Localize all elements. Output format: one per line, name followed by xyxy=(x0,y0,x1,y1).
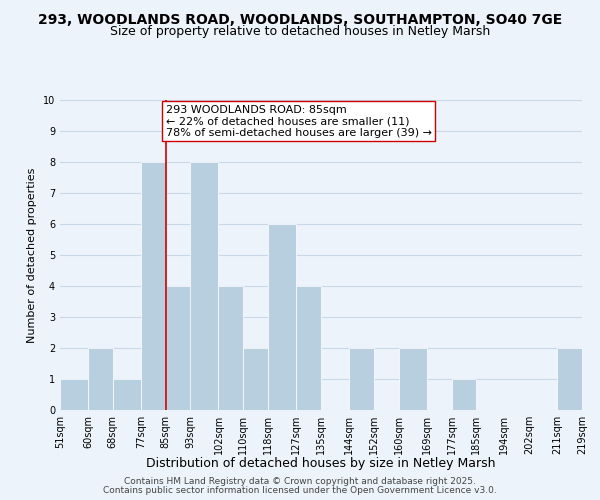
Y-axis label: Number of detached properties: Number of detached properties xyxy=(28,168,37,342)
Text: Contains HM Land Registry data © Crown copyright and database right 2025.: Contains HM Land Registry data © Crown c… xyxy=(124,478,476,486)
Bar xyxy=(452,379,476,410)
Bar xyxy=(398,348,427,410)
Bar xyxy=(244,348,268,410)
Bar xyxy=(296,286,321,410)
Bar xyxy=(166,286,191,410)
Text: 293 WOODLANDS ROAD: 85sqm
← 22% of detached houses are smaller (11)
78% of semi-: 293 WOODLANDS ROAD: 85sqm ← 22% of detac… xyxy=(166,104,431,138)
Text: 293, WOODLANDS ROAD, WOODLANDS, SOUTHAMPTON, SO40 7GE: 293, WOODLANDS ROAD, WOODLANDS, SOUTHAMP… xyxy=(38,12,562,26)
Bar xyxy=(349,348,374,410)
Bar xyxy=(557,348,582,410)
X-axis label: Distribution of detached houses by size in Netley Marsh: Distribution of detached houses by size … xyxy=(146,457,496,470)
Bar xyxy=(190,162,218,410)
Bar xyxy=(113,379,141,410)
Bar xyxy=(141,162,166,410)
Bar xyxy=(60,379,88,410)
Text: Size of property relative to detached houses in Netley Marsh: Size of property relative to detached ho… xyxy=(110,25,490,38)
Bar xyxy=(88,348,113,410)
Bar xyxy=(218,286,244,410)
Text: Contains public sector information licensed under the Open Government Licence v3: Contains public sector information licen… xyxy=(103,486,497,495)
Bar xyxy=(268,224,296,410)
